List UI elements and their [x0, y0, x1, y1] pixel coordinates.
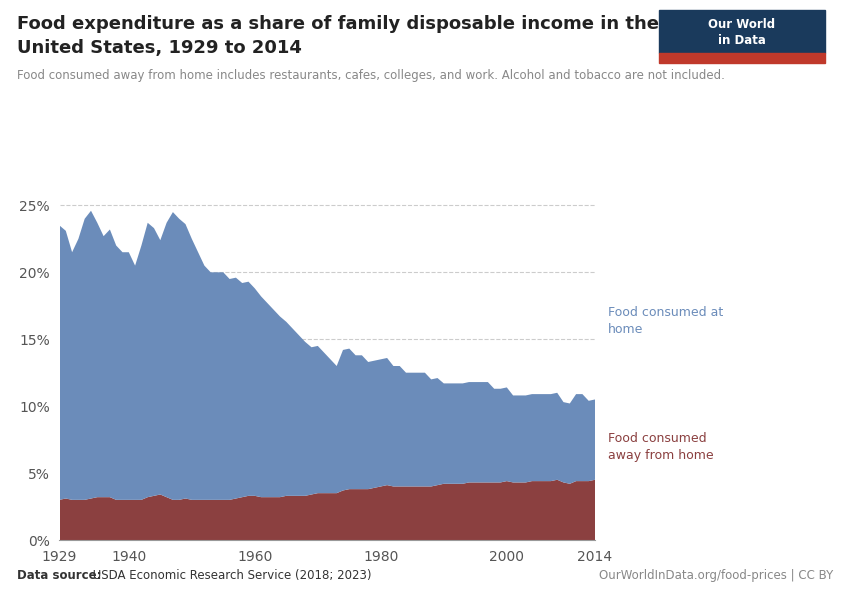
Text: USDA Economic Research Service (2018; 2023): USDA Economic Research Service (2018; 20…	[89, 569, 371, 582]
Text: Food consumed away from home includes restaurants, cafes, colleges, and work. Al: Food consumed away from home includes re…	[17, 69, 725, 82]
Bar	[659, 10, 824, 53]
Text: OurWorldInData.org/food-prices | CC BY: OurWorldInData.org/food-prices | CC BY	[598, 569, 833, 582]
Text: Food consumed at
home: Food consumed at home	[608, 306, 723, 336]
Text: Food expenditure as a share of family disposable income in the: Food expenditure as a share of family di…	[17, 15, 659, 33]
Text: United States, 1929 to 2014: United States, 1929 to 2014	[17, 39, 302, 57]
Text: Our World: Our World	[708, 19, 775, 31]
Bar	[659, 53, 824, 63]
Text: Food consumed
away from home: Food consumed away from home	[608, 432, 713, 462]
Text: in Data: in Data	[717, 34, 766, 47]
Text: Data source:: Data source:	[17, 569, 101, 582]
